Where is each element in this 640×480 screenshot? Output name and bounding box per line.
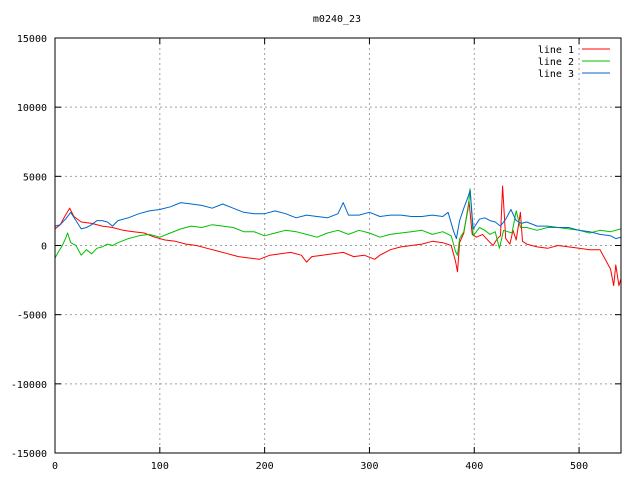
x-tick-label: 400 <box>465 461 483 472</box>
grid <box>55 38 621 453</box>
x-tick-label: 100 <box>151 461 169 472</box>
y-tick-label: -5000 <box>17 311 47 322</box>
y-tick-label: 5000 <box>23 172 47 183</box>
legend-label-1: line 1 <box>538 45 574 56</box>
series-line-1 <box>54 185 622 287</box>
x-tick-label: 0 <box>52 461 58 472</box>
y-tick-label: 10000 <box>17 103 47 114</box>
axes: 0 100 200 300 400 500 -15000 -10000 -5000 0 5000 10… <box>11 34 621 472</box>
y-tick-label: -10000 <box>11 380 47 391</box>
chart-title: m0240_23 <box>313 14 361 25</box>
x-tick-label: 200 <box>256 461 274 472</box>
y-tick-label: -15000 <box>11 449 47 460</box>
x-tick-label: 300 <box>360 461 378 472</box>
legend-label-2: line 2 <box>538 57 574 68</box>
legend-label-3: line 3 <box>538 69 574 80</box>
series-line-2 <box>54 188 622 259</box>
x-tick-label: 500 <box>570 461 588 472</box>
y-tick-label: 0 <box>41 242 47 253</box>
series-line-3 <box>54 189 622 240</box>
y-tick-label: 15000 <box>17 34 47 45</box>
plot-area <box>54 185 622 287</box>
